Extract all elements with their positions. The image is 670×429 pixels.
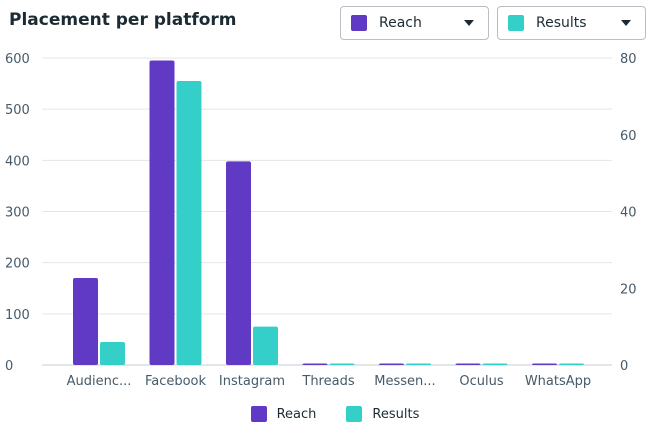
x-tick-label: Messen... bbox=[374, 374, 435, 389]
chevron-down-icon bbox=[621, 20, 631, 26]
bar-reach bbox=[73, 278, 98, 365]
legend-swatch-results bbox=[346, 406, 363, 422]
bar-reach bbox=[455, 363, 481, 365]
bar-results bbox=[559, 363, 584, 365]
y-right-tick-label: 80 bbox=[620, 52, 637, 67]
bar-results bbox=[482, 363, 508, 365]
y-left-tick-label: 300 bbox=[5, 206, 30, 221]
reach-metric-dropdown[interactable]: Reach bbox=[340, 6, 489, 40]
x-tick-label: Threads bbox=[301, 374, 354, 389]
legend-item-results[interactable]: Results bbox=[346, 406, 419, 422]
bar-reach bbox=[302, 363, 328, 365]
chevron-down-icon bbox=[464, 20, 474, 26]
legend-item-reach[interactable]: Reach bbox=[250, 406, 317, 422]
y-left-tick-label: 500 bbox=[5, 103, 30, 118]
y-right-tick-label: 40 bbox=[620, 206, 637, 221]
y-left-tick-label: 600 bbox=[5, 52, 30, 67]
y-left-tick-label: 0 bbox=[5, 359, 13, 374]
x-tick-label: WhatsApp bbox=[525, 374, 591, 389]
y-right-tick-label: 60 bbox=[620, 129, 637, 144]
x-tick-label: Oculus bbox=[459, 374, 503, 389]
bar-reach bbox=[379, 363, 404, 365]
bar-results bbox=[100, 341, 125, 365]
reach-swatch bbox=[351, 15, 367, 31]
legend-label-reach: Reach bbox=[276, 406, 317, 422]
results-dropdown-label: Results bbox=[536, 15, 587, 31]
chart-title: Placement per platform bbox=[9, 10, 237, 30]
reach-dropdown-label: Reach bbox=[379, 15, 422, 31]
results-metric-dropdown[interactable]: Results bbox=[497, 6, 646, 40]
bar-reach bbox=[532, 363, 557, 365]
bar-results bbox=[406, 363, 431, 365]
bar-reach bbox=[226, 161, 251, 365]
bar-results bbox=[253, 326, 278, 365]
x-tick-label: Instagram bbox=[219, 374, 285, 389]
x-tick-label: Audienc... bbox=[67, 374, 132, 389]
legend-label-results: Results bbox=[372, 406, 420, 422]
results-swatch bbox=[508, 15, 524, 31]
y-left-tick-label: 100 bbox=[5, 308, 30, 323]
legend-swatch-reach bbox=[250, 406, 267, 422]
bar-reach bbox=[149, 60, 175, 365]
bar-chart: 0 100 200 300 400 500 600 0 20 40 60 80 Audienc... Fa… bbox=[5, 52, 637, 389]
y-left-tick-label: 200 bbox=[5, 257, 30, 272]
y-left-tick-label: 400 bbox=[5, 154, 30, 169]
y-right-tick-label: 0 bbox=[620, 359, 628, 374]
bar-results bbox=[176, 81, 202, 366]
y-right-tick-label: 20 bbox=[620, 282, 637, 297]
x-tick-label: Facebook bbox=[145, 374, 207, 389]
bar-results bbox=[329, 363, 355, 365]
chart-legend: Reach Results bbox=[0, 406, 670, 422]
